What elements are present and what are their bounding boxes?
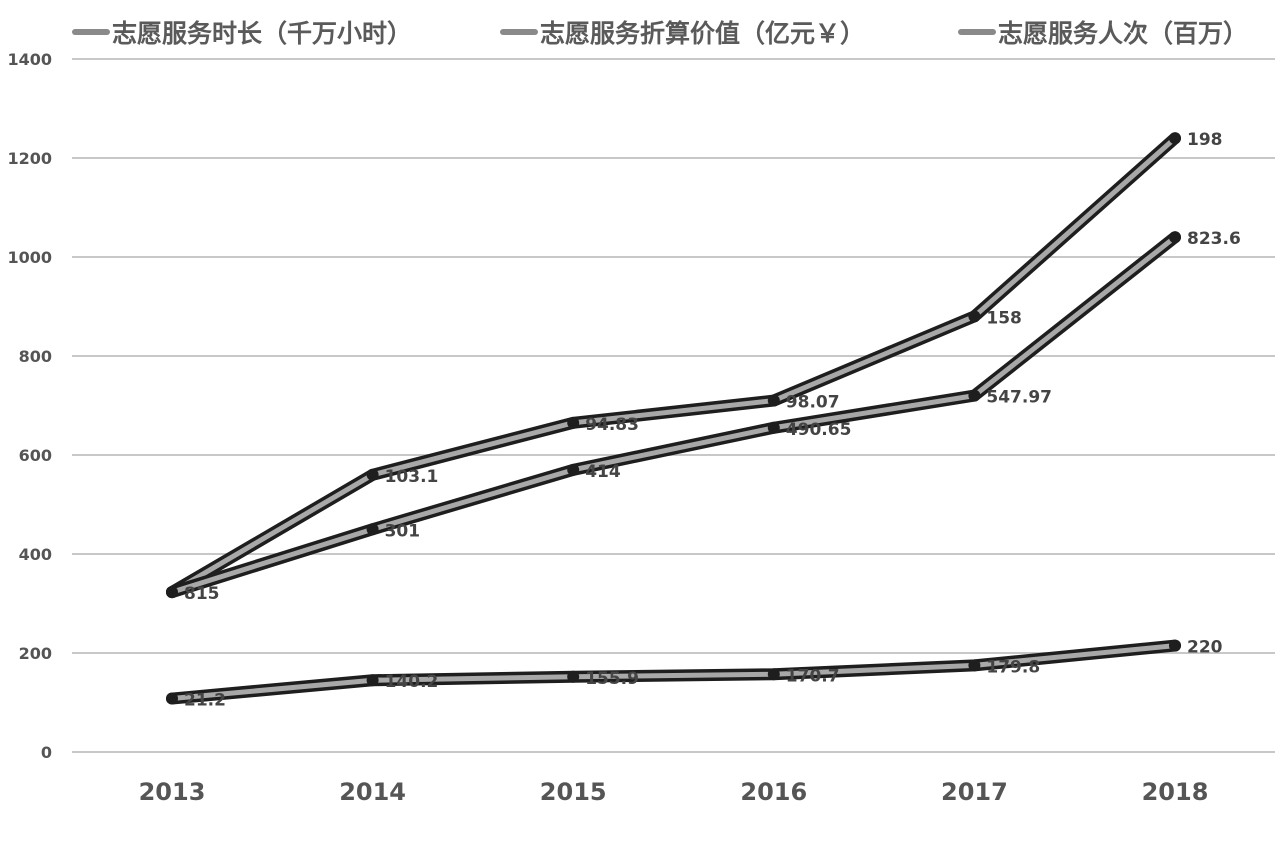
data-label: 158 — [986, 308, 1022, 328]
y-tick-label: 1000 — [7, 248, 52, 267]
data-label: 823.6 — [1187, 229, 1241, 249]
legend-item-0: 志愿服务时长（千万小时） — [72, 14, 412, 50]
data-point — [1169, 639, 1181, 652]
y-tick-label: 600 — [19, 446, 52, 465]
data-point — [166, 586, 178, 599]
x-tick-label: 2014 — [339, 778, 406, 806]
y-tick-label: 1200 — [7, 149, 52, 168]
series-line — [169, 643, 1178, 702]
x-tick-label: 2018 — [1142, 778, 1209, 806]
legend-swatch — [500, 29, 538, 35]
data-point — [767, 394, 780, 407]
y-tick-label: 1400 — [7, 50, 52, 69]
legend-label: 志愿服务时长（千万小时） — [112, 19, 413, 48]
data-label: 414 — [585, 462, 621, 482]
x-tick-label: 2016 — [740, 778, 807, 806]
data-point — [968, 389, 981, 402]
y-tick-label: 400 — [19, 545, 52, 564]
data-label: 220 — [1187, 638, 1223, 658]
data-label: 170.7 — [786, 666, 840, 686]
data-label: 198 — [1187, 130, 1223, 150]
data-point — [968, 659, 981, 672]
data-point — [567, 670, 580, 683]
data-point — [567, 463, 580, 476]
data-point — [366, 523, 379, 536]
data-point — [968, 310, 981, 323]
legend-item-1: 志愿服务折算价值（亿元￥） — [500, 14, 865, 50]
data-label: 155.9 — [585, 669, 639, 689]
data-point — [567, 416, 580, 429]
series-line — [169, 234, 1178, 595]
data-label: 98.07 — [786, 393, 840, 413]
data-label: 301 — [385, 521, 421, 541]
data-point — [366, 674, 379, 687]
data-point — [767, 668, 780, 681]
legend-swatch — [72, 29, 110, 35]
data-labels: 815 103.1 94.83 98.07 158 198 301 414 490.65 547.… — [184, 130, 1241, 710]
data-point — [366, 468, 379, 481]
y-tick-label: 800 — [19, 347, 52, 366]
gridlines — [72, 58, 1275, 753]
y-tick-label: 200 — [19, 644, 52, 663]
x-tick-label: 2015 — [540, 778, 607, 806]
y-axis-ticks: 0 200 400 600 800 1000 1200 1400 — [7, 50, 52, 762]
series-lines — [166, 132, 1181, 705]
x-tick-label: 2013 — [139, 778, 206, 806]
data-point — [767, 421, 780, 434]
data-label: 21.2 — [184, 691, 226, 711]
data-label: 140.2 — [385, 672, 439, 692]
legend-label: 志愿服务人次（百万） — [998, 19, 1249, 48]
series-line-shadow — [166, 132, 1181, 599]
data-label: 490.65 — [786, 420, 852, 440]
data-point — [1169, 231, 1181, 244]
legend-swatch — [958, 29, 996, 35]
legend-label: 志愿服务折算价值（亿元￥） — [540, 19, 866, 48]
data-label: 94.83 — [585, 415, 639, 435]
data-point — [1169, 132, 1181, 145]
legend-item-2: 志愿服务人次（百万） — [958, 14, 1248, 50]
data-label: 547.97 — [986, 388, 1052, 408]
y-tick-label: 0 — [41, 743, 52, 762]
series-line — [169, 135, 1178, 595]
data-label: 103.1 — [385, 467, 439, 487]
data-label: 815 — [184, 584, 220, 604]
x-axis-ticks: 2013 2014 2015 2016 2017 2018 — [139, 778, 1209, 806]
x-tick-label: 2017 — [941, 778, 1008, 806]
data-label: 179.8 — [986, 657, 1040, 677]
data-point — [166, 692, 178, 705]
